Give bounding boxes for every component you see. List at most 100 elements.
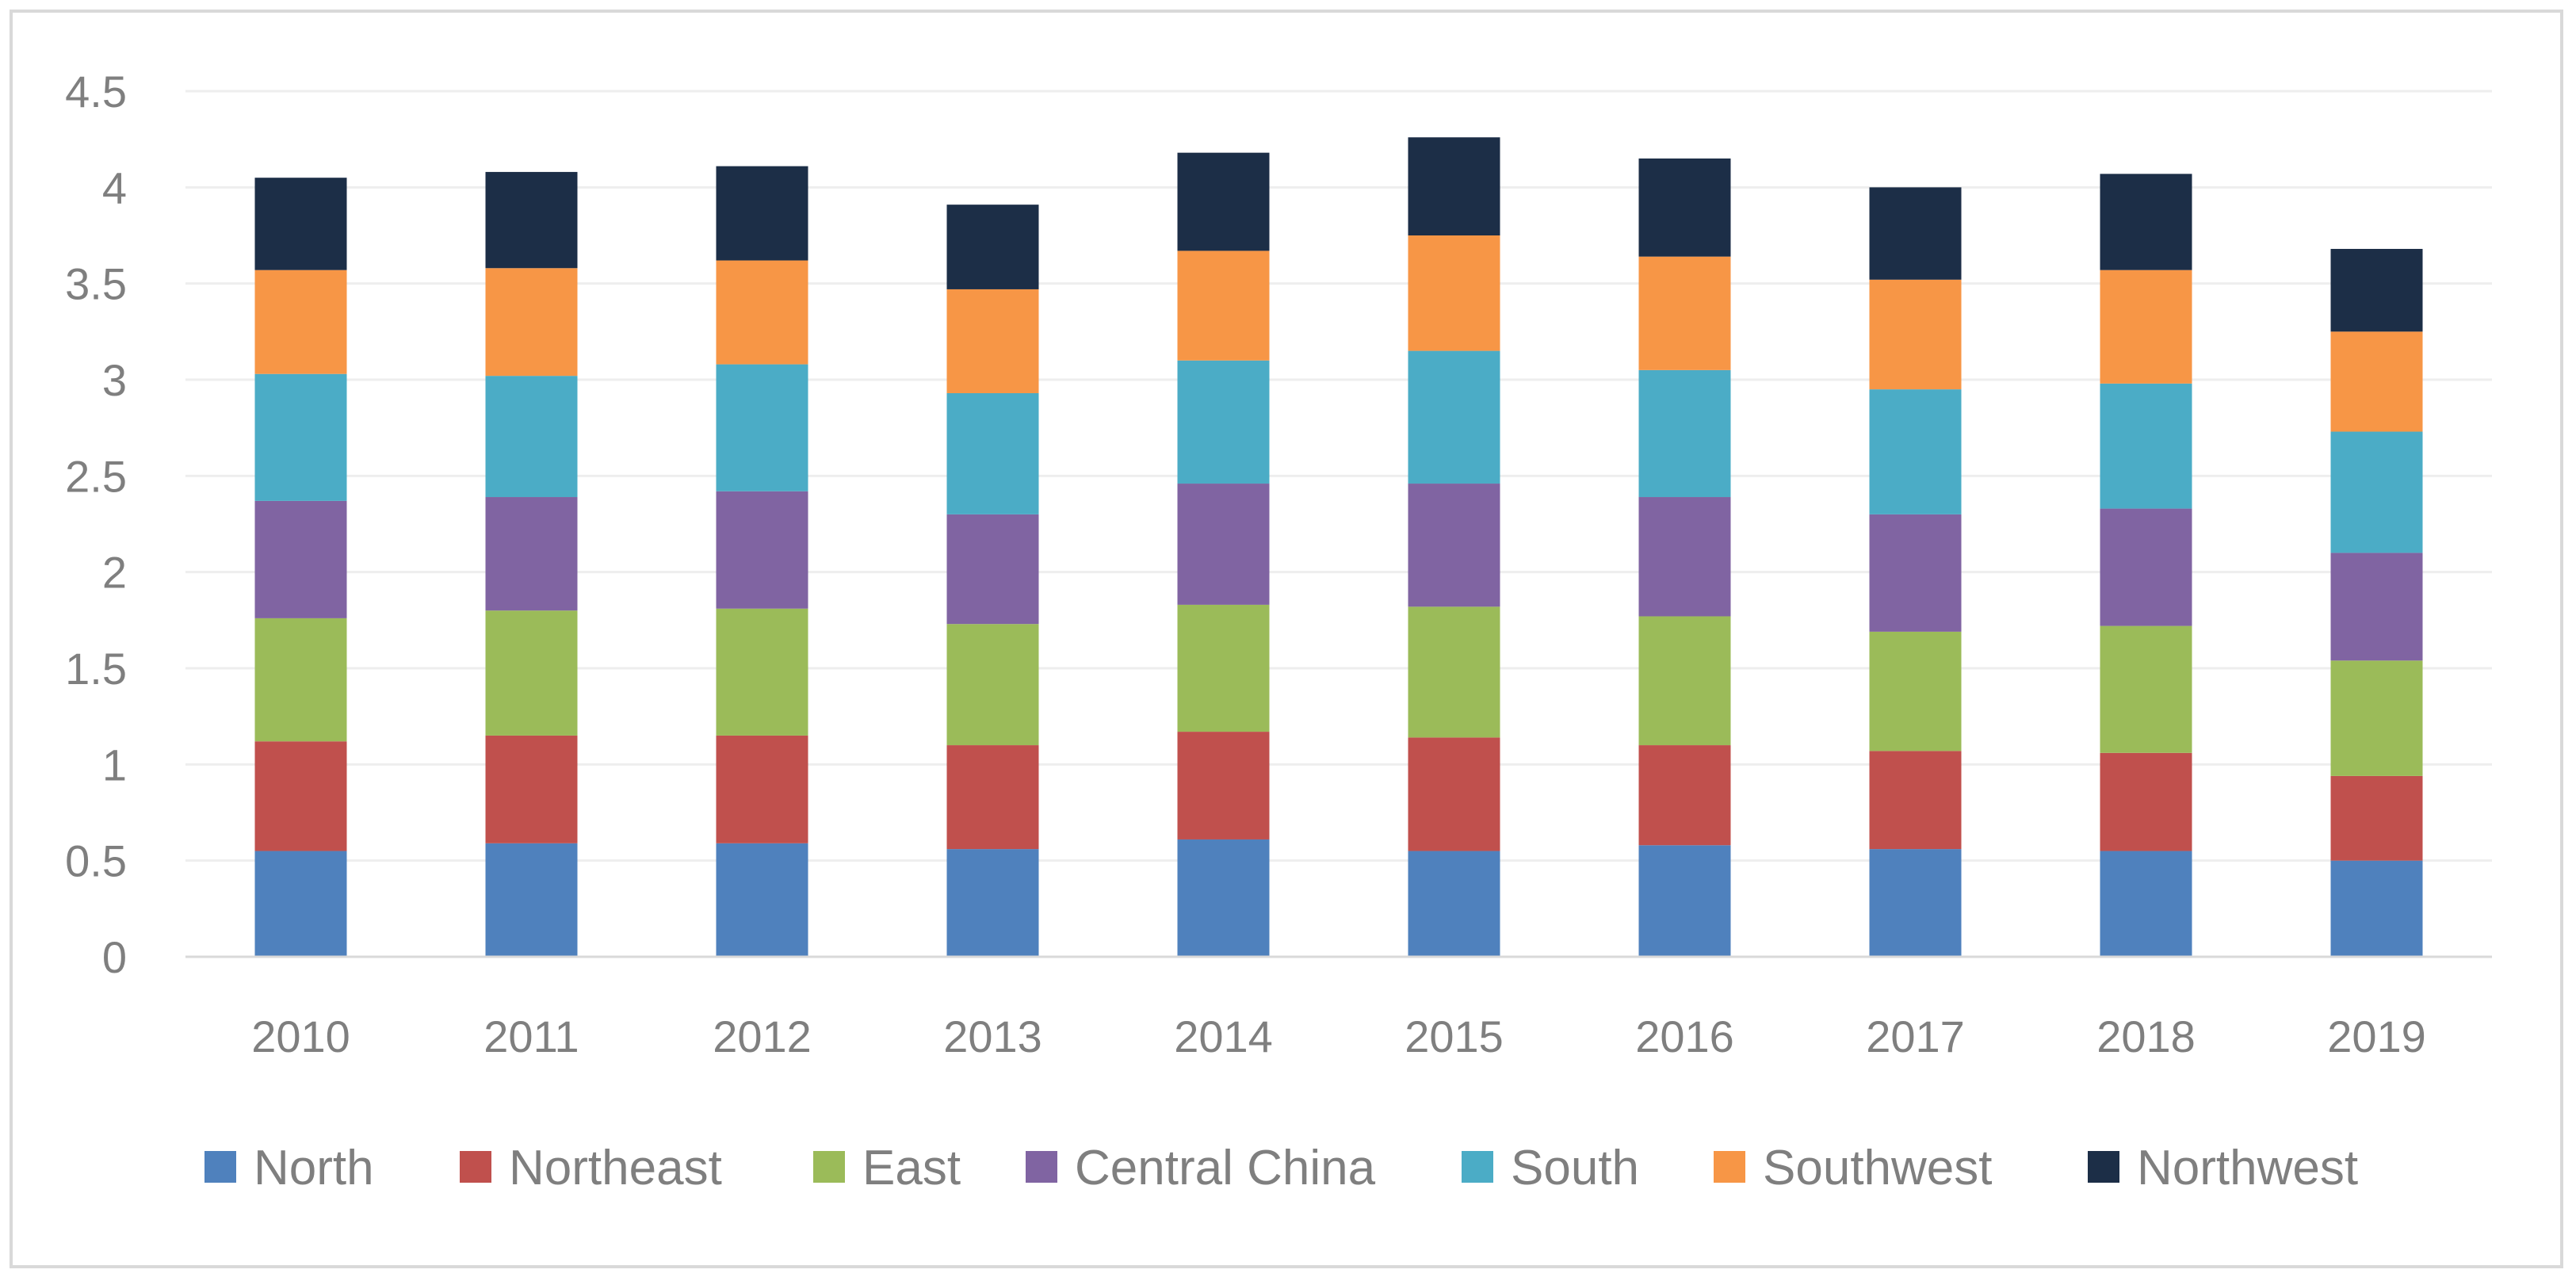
axes: 0 0.5 1 1.5 2 2.5 3 3.5 4 4.5 2010 2011 2012 2013 2014… [65, 67, 2492, 1061]
bar-east-2017[interactable] [1869, 631, 1962, 751]
bar-northeast-2012[interactable] [716, 735, 808, 843]
bar-northwest-2019[interactable] [2330, 248, 2423, 332]
bar-central-china-2015[interactable] [1408, 484, 1500, 607]
bar-northeast-2018[interactable] [2100, 752, 2192, 851]
y-tick-label: 1.5 [65, 644, 127, 694]
bar-northeast-2010[interactable] [254, 741, 347, 851]
x-tick-label: 2014 [1174, 1011, 1273, 1061]
legend-item-south[interactable]: South [1462, 1141, 1639, 1195]
bar-southwest-2016[interactable] [1638, 256, 1731, 370]
bar-southwest-2013[interactable] [946, 289, 1039, 393]
bar-north-2019[interactable] [2330, 860, 2423, 957]
bar-east-2014[interactable] [1177, 604, 1270, 732]
bar-southwest-2011[interactable] [485, 268, 578, 377]
legend-swatch [1714, 1151, 1745, 1183]
bar-southwest-2014[interactable] [1177, 250, 1270, 361]
bar-northwest-2013[interactable] [946, 205, 1039, 289]
bar-south-2012[interactable] [716, 364, 808, 491]
y-tick-label: 4.5 [65, 67, 127, 117]
legend[interactable]: North Northeast East Central China South Sout… [204, 1141, 2358, 1195]
bar-southwest-2012[interactable] [716, 260, 808, 365]
bar-central-china-2014[interactable] [1177, 484, 1270, 605]
y-tick-label: 3 [102, 355, 127, 405]
bar-central-china-2011[interactable] [485, 497, 578, 611]
bar-east-2015[interactable] [1408, 606, 1500, 738]
y-tick-label: 2 [102, 548, 127, 598]
bar-south-2016[interactable] [1638, 369, 1731, 498]
bar-north-2017[interactable] [1869, 849, 1962, 957]
bar-south-2010[interactable] [254, 373, 347, 501]
bar-north-2011[interactable] [485, 843, 578, 957]
bar-north-2016[interactable] [1638, 845, 1731, 957]
legend-item-central-china[interactable]: Central China [1026, 1141, 1376, 1195]
bar-south-2015[interactable] [1408, 350, 1500, 484]
bar-east-2016[interactable] [1638, 616, 1731, 746]
x-tick-label: 2015 [1405, 1011, 1504, 1061]
bar-southwest-2018[interactable] [2100, 270, 2192, 384]
x-tick-label: 2018 [2096, 1011, 2196, 1061]
bar-south-2018[interactable] [2100, 383, 2192, 509]
legend-label: Northeast [509, 1141, 722, 1195]
x-tick-label: 2012 [713, 1011, 812, 1061]
bar-east-2010[interactable] [254, 618, 347, 742]
bar-northwest-2012[interactable] [716, 166, 808, 261]
bar-central-china-2018[interactable] [2100, 508, 2192, 626]
bar-northwest-2015[interactable] [1408, 137, 1500, 235]
legend-swatch [204, 1151, 236, 1183]
y-tick-label: 3.5 [65, 259, 127, 309]
x-tick-label: 2016 [1635, 1011, 1734, 1061]
y-tick-label: 4 [102, 163, 127, 212]
bar-north-2018[interactable] [2100, 851, 2192, 957]
bar-northwest-2016[interactable] [1638, 158, 1731, 257]
x-tick-label: 2017 [1866, 1011, 1965, 1061]
legend-item-northeast[interactable]: Northeast [460, 1141, 722, 1195]
bar-northeast-2017[interactable] [1869, 751, 1962, 850]
bar-east-2013[interactable] [946, 624, 1039, 746]
bar-southwest-2010[interactable] [254, 270, 347, 374]
legend-item-northwest[interactable]: Northwest [2088, 1141, 2358, 1195]
bar-central-china-2010[interactable] [254, 500, 347, 618]
bar-east-2011[interactable] [485, 610, 578, 736]
bar-northeast-2016[interactable] [1638, 745, 1731, 846]
bar-north-2015[interactable] [1408, 851, 1500, 957]
bar-central-china-2017[interactable] [1869, 514, 1962, 632]
bar-north-2010[interactable] [254, 851, 347, 957]
legend-label: East [862, 1141, 961, 1195]
bar-east-2018[interactable] [2100, 625, 2192, 753]
bar-north-2014[interactable] [1177, 839, 1270, 957]
bar-northeast-2011[interactable] [485, 735, 578, 843]
y-tick-label: 1 [102, 740, 127, 790]
bar-central-china-2012[interactable] [716, 491, 808, 609]
bar-south-2014[interactable] [1177, 360, 1270, 484]
bar-central-china-2016[interactable] [1638, 497, 1731, 617]
legend-item-north[interactable]: North [204, 1141, 374, 1195]
bar-north-2013[interactable] [946, 849, 1039, 957]
x-tick-label: 2010 [251, 1011, 350, 1061]
bar-north-2012[interactable] [716, 843, 808, 957]
bars [254, 137, 2423, 957]
x-tick-label: 2011 [483, 1011, 579, 1061]
bar-southwest-2017[interactable] [1869, 279, 1962, 390]
bar-northeast-2014[interactable] [1177, 732, 1270, 839]
bar-south-2017[interactable] [1869, 389, 1962, 514]
bar-northwest-2014[interactable] [1177, 152, 1270, 251]
bar-east-2012[interactable] [716, 608, 808, 736]
bar-central-china-2019[interactable] [2330, 553, 2423, 661]
bar-southwest-2019[interactable] [2330, 331, 2423, 432]
bar-central-china-2013[interactable] [946, 514, 1039, 625]
bar-northwest-2018[interactable] [2100, 174, 2192, 270]
bar-northwest-2010[interactable] [254, 178, 347, 270]
bar-northwest-2011[interactable] [485, 171, 578, 269]
bar-northeast-2015[interactable] [1408, 737, 1500, 851]
legend-item-east[interactable]: East [813, 1141, 961, 1195]
bar-east-2019[interactable] [2330, 660, 2423, 776]
bar-northeast-2019[interactable] [2330, 775, 2423, 861]
x-tick-label: 2013 [943, 1011, 1042, 1061]
bar-northeast-2013[interactable] [946, 745, 1039, 850]
bar-southwest-2015[interactable] [1408, 235, 1500, 351]
bar-south-2011[interactable] [485, 376, 578, 498]
legend-item-southwest[interactable]: Southwest [1714, 1141, 1993, 1195]
bar-south-2013[interactable] [946, 392, 1039, 514]
bar-south-2019[interactable] [2330, 431, 2423, 553]
bar-northwest-2017[interactable] [1869, 187, 1962, 280]
